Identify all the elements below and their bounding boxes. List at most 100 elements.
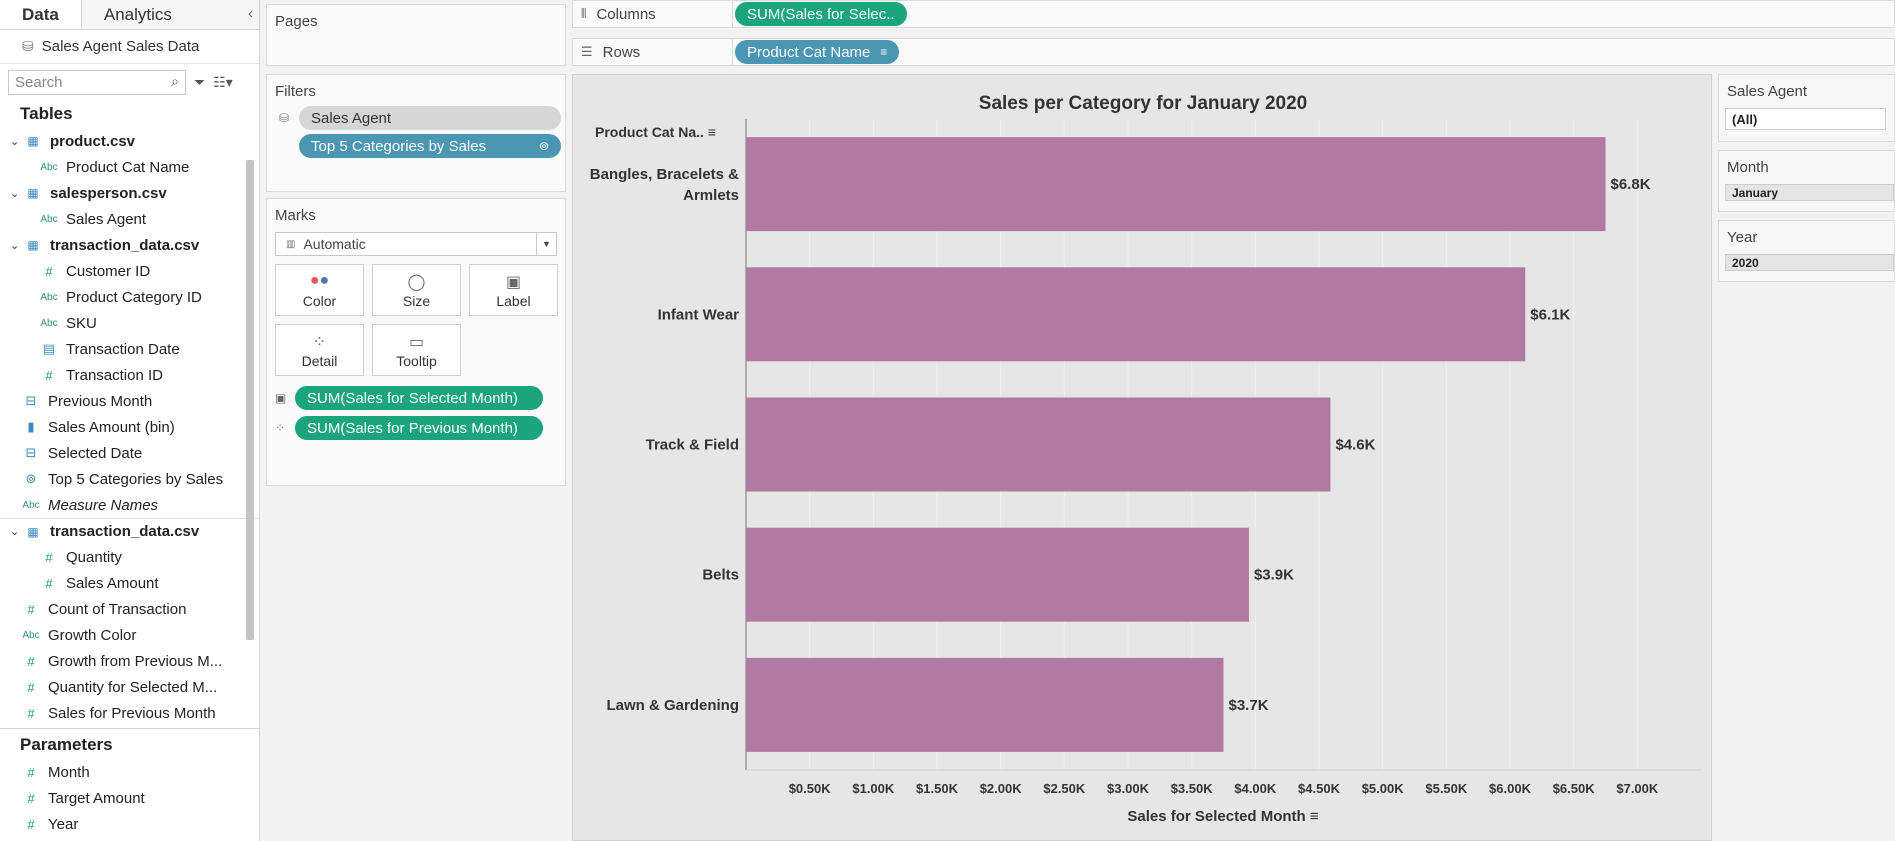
field-item[interactable]: ▤ Transaction Date [0, 336, 259, 362]
data-label: $6.1K [1530, 306, 1570, 323]
filter-pill-top5[interactable]: Top 5 Categories by Sales ⊚ [299, 134, 561, 158]
detail-button-label: Detail [301, 352, 338, 369]
field-item[interactable]: # Transaction ID [0, 362, 259, 388]
table-row[interactable]: ⌄ ▦ transaction_data.csv [0, 232, 259, 258]
color-icon: ●● [309, 271, 330, 289]
field-item[interactable]: # Count of Transaction [0, 596, 259, 622]
tab-analytics[interactable]: Analytics [81, 0, 259, 29]
marks-card: Marks ▥ Automatic ▼ ●● Color ◯ Size ▣ Label… [266, 198, 566, 486]
field-label: transaction_data.csv [50, 523, 200, 540]
field-item[interactable]: # Quantity [0, 544, 259, 570]
field-item[interactable]: Abc Product Cat Name [0, 154, 259, 180]
calculated-date-icon: ⊟ [25, 393, 37, 408]
category-label-line: Bangles, Bracelets & [590, 166, 739, 183]
x-tick-label: $7.00K [1616, 781, 1659, 796]
field-label: Count of Transaction [48, 600, 187, 618]
field-label: Top 5 Categories by Sales [48, 470, 224, 488]
x-tick-label: $2.50K [1043, 781, 1086, 796]
field-item[interactable]: # Sales for Previous Month [0, 700, 259, 726]
field-label: Sales Amount [66, 574, 159, 592]
viz-canvas: Sales per Category for January 2020 Produ… [572, 74, 1712, 841]
parameters-title: Parameters [20, 735, 113, 754]
field-item[interactable]: ▮ Sales Amount (bin) [0, 414, 259, 440]
marks-buttons: ●● Color ◯ Size ▣ Label ⁘ Detail ▭ Tooltip [267, 260, 565, 380]
table-row[interactable]: ⌄ ▦ salesperson.csv [0, 180, 259, 206]
chevron-down-icon[interactable]: ⌄ [10, 526, 20, 538]
x-tick-label: $0.50K [789, 781, 832, 796]
tables-title: Tables [20, 104, 73, 123]
field-item[interactable]: # Customer ID [0, 258, 259, 284]
chevron-down-icon[interactable]: ⌄ [10, 135, 20, 148]
parameter-item[interactable]: # Target Amount [0, 785, 259, 811]
data-label: $6.8K [1611, 176, 1651, 193]
field-item[interactable]: Abc Sales Agent [0, 206, 259, 232]
view-options-icon[interactable]: ☷▾ [213, 73, 233, 90]
field-item[interactable]: ⊟ Previous Month [0, 388, 259, 414]
pane-tabs: Data Analytics ‹ [0, 0, 259, 30]
color-button[interactable]: ●● Color [275, 264, 364, 316]
rows-pill[interactable]: Product Cat Name ≡ [735, 40, 900, 64]
data-label: $3.9K [1254, 567, 1294, 584]
collapse-pane-icon[interactable]: ‹ [248, 5, 253, 22]
data-pane-scrollbar[interactable] [246, 160, 254, 640]
filter-pill-sales-agent[interactable]: Sales Agent [299, 106, 561, 130]
pages-card[interactable]: Pages [266, 4, 566, 66]
field-label: Sales Agent [66, 210, 147, 228]
chevron-down-icon[interactable]: ⌄ [10, 239, 20, 252]
rows-pill-label: Product Cat Name [747, 43, 871, 61]
field-item[interactable]: ⊟ Selected Date [0, 440, 259, 466]
mark-pill-previous-month[interactable]: SUM(Sales for Previous Month) [295, 416, 543, 440]
parameter-item[interactable]: # Month [0, 759, 259, 785]
columns-label-text: Columns [596, 5, 656, 23]
detail-button[interactable]: ⁘ Detail [275, 324, 364, 376]
field-item[interactable]: Abc SKU [0, 310, 259, 336]
mark-pill-selected-month[interactable]: SUM(Sales for Selected Month) [295, 386, 543, 410]
search-row: Search ⌕ ⏷ ☷▾ [0, 64, 259, 100]
color-button-label: Color [302, 292, 337, 309]
year-param-control[interactable]: 2020 [1725, 254, 1894, 271]
field-label: Measure Names [48, 496, 159, 514]
table-row[interactable]: ⌄ ▦ transaction_data.csv [0, 518, 259, 544]
datasource-item[interactable]: ⛁ Sales Agent Sales Data [0, 30, 259, 64]
label-button[interactable]: ▣ Label [469, 264, 558, 316]
bar [746, 397, 1331, 492]
category-label-line: Armlets [683, 187, 739, 204]
columns-shelf-label: ⫴ Columns [573, 1, 733, 27]
field-label: SKU [66, 314, 97, 332]
field-item[interactable]: # Quantity for Selected M... [0, 674, 259, 700]
field-item[interactable]: # Growth from Previous M... [0, 648, 259, 674]
table-icon: ▦ [27, 238, 39, 252]
columns-pill[interactable]: SUM(Sales for Selec.. [735, 2, 907, 26]
parameter-item[interactable]: # Year [0, 811, 259, 837]
x-tick-label: $1.50K [916, 781, 959, 796]
mark-type-dropdown[interactable]: ▥ Automatic ▼ [275, 232, 557, 256]
sales-agent-filter-dropdown[interactable]: (All) [1725, 108, 1886, 130]
field-item[interactable]: Abc Measure Names [0, 492, 259, 518]
x-tick-label: $6.00K [1489, 781, 1532, 796]
size-button[interactable]: ◯ Size [372, 264, 461, 316]
rows-icon: ☰ [581, 44, 593, 59]
size-button-label: Size [402, 292, 431, 309]
parameter-label: Year [48, 815, 79, 833]
field-label: Previous Month [48, 392, 153, 410]
sales-agent-filter-title: Sales Agent [1727, 83, 1808, 100]
field-item[interactable]: # Sales Amount [0, 570, 259, 596]
x-tick-label: $2.00K [980, 781, 1023, 796]
calendar-icon: ▤ [42, 341, 56, 356]
filter-icon[interactable]: ⏷ [194, 73, 206, 90]
bar-chart-icon: ▥ [286, 238, 296, 250]
field-item[interactable]: ⊚ Top 5 Categories by Sales [0, 466, 259, 492]
field-item[interactable]: Abc Growth Color [0, 622, 259, 648]
label-button-label: Label [496, 292, 531, 309]
sales-agent-filter-card: Sales Agent (All) [1718, 74, 1895, 142]
search-input[interactable]: Search ⌕ [8, 69, 186, 95]
rows-label-text: Rows [602, 43, 641, 61]
month-param-control[interactable]: January [1725, 184, 1894, 201]
tab-data[interactable]: Data [0, 0, 82, 29]
chevron-down-icon[interactable]: ⌄ [10, 187, 20, 200]
table-row[interactable]: ⌄ ▦ product.csv [0, 128, 259, 154]
tooltip-button[interactable]: ▭ Tooltip [372, 324, 461, 376]
field-item[interactable]: Abc Product Category ID [0, 284, 259, 310]
mark-pill-row-detail: ⁘ SUM(Sales for Previous Month) [275, 416, 557, 440]
parameter-label: Month [48, 763, 90, 781]
